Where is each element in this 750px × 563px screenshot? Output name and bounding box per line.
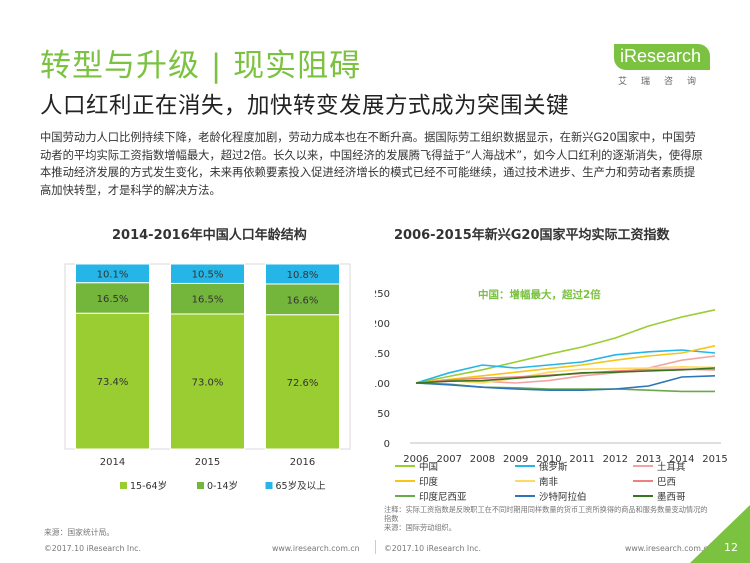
y-tick-label: 150 [375, 349, 390, 360]
bar-segment [265, 263, 340, 285]
legend-label: 土耳其 [657, 461, 686, 473]
age-structure-chart: 73.4% 16.5% 10.1% 2014 73.0% 16.5% 10.5% 2015 72… [64, 263, 351, 492]
x-tick-label: 2012 [603, 454, 628, 465]
footer-divider [375, 540, 376, 554]
x-tick-label: 2015 [702, 454, 727, 465]
legend-label: 印度 [419, 476, 439, 488]
legend-label: 巴西 [657, 477, 676, 488]
website-right: www.iresearch.com.cn [625, 544, 713, 553]
series-line [415, 349, 716, 384]
x-tick-label: 2015 [195, 457, 220, 468]
x-tick-label: 2014 [669, 454, 694, 465]
x-tick-label: 2008 [470, 454, 495, 465]
x-tick-label: 2010 [536, 454, 561, 465]
x-tick-label: 2009 [503, 454, 528, 465]
legend-label: 沙特阿拉伯 [539, 491, 587, 503]
copyright-right: ©2017.10 iResearch Inc. [384, 544, 481, 553]
x-tick-label: 2011 [569, 454, 594, 465]
legend-swatch [120, 482, 127, 489]
data-label: 10.8% [287, 270, 319, 281]
wage-index-chart: 0 50 100 150 200 250 2006 2007 2008 2009 2010 2011 2… [375, 288, 728, 503]
chart-annotation: 中国：增幅最大，超过2倍 [478, 288, 601, 301]
age-structure-chart-title: 2014-2016年中国人口年龄结构 [112, 228, 307, 243]
corner-decoration [690, 505, 750, 563]
bar-segment [170, 282, 245, 315]
copyright-left: ©2017.10 iResearch Inc. [44, 544, 141, 553]
legend-label: 0-14岁 [207, 480, 238, 492]
legend-label: 15-64岁 [130, 480, 167, 492]
page-subtitle: 人口红利正在消失，加快转变发展方式成为突围关键 [40, 93, 570, 119]
data-label: 10.1% [97, 269, 129, 280]
logo-wordmark: iResearch [614, 44, 710, 70]
bar-segment [265, 283, 340, 316]
data-label: 16.5% [97, 294, 129, 305]
legend-label: 65岁及以上 [276, 480, 327, 492]
data-label: 16.5% [192, 295, 224, 306]
series-line [415, 365, 716, 384]
series-line [415, 367, 716, 384]
y-tick-label: 250 [375, 289, 390, 300]
legend-label: 南非 [539, 476, 559, 488]
source-note-left: 来源：国家统计局。 [44, 528, 115, 537]
series-line [415, 375, 716, 392]
x-tick-label: 2014 [100, 457, 125, 468]
y-tick-label: 200 [375, 319, 390, 330]
iresearch-logo: iResearch 艾瑞咨询 [614, 44, 710, 87]
note-text: 注释：实际工资指数是反映职工在不同时期用同样数量的货币工资所换得的商品和服务数量… [384, 505, 708, 523]
logo-subtext: 艾瑞咨询 [618, 77, 711, 87]
x-tick-label: 2006 [403, 454, 428, 465]
chart-note: 注释：实际工资指数是反映职工在不同时期用同样数量的货币工资所换得的商品和服务数量… [384, 505, 714, 532]
legend-label: 中国 [419, 461, 438, 473]
bar-segment [75, 263, 150, 284]
legend-label: 墨西哥 [657, 492, 686, 503]
page-number: 12 [724, 541, 738, 554]
x-tick-label: 2007 [436, 454, 461, 465]
website-left: www.iresearch.com.cn [272, 544, 360, 553]
x-tick-label: 2013 [636, 454, 661, 465]
y-tick-label: 100 [375, 379, 390, 390]
x-tick-label: 2016 [290, 457, 315, 468]
series-line [415, 309, 716, 384]
legend-label: 俄罗斯 [539, 461, 568, 473]
source-note-right: 来源：国际劳动组织。 [384, 523, 456, 532]
data-label: 16.6% [287, 295, 319, 306]
legend-swatch [197, 482, 204, 489]
data-label: 73.0% [192, 377, 224, 388]
y-tick-label: 0 [384, 439, 390, 450]
y-tick-label: 50 [377, 409, 390, 420]
data-label: 10.5% [192, 270, 224, 281]
data-label: 72.6% [287, 378, 319, 389]
page-title: 转型与升级 | 现实阻碍 [40, 48, 362, 84]
intro-paragraph: 中国劳动力人口比例持续下降，老龄化程度加剧，劳动力成本也在不断升高。据国际劳工组… [40, 131, 703, 197]
legend-label: 印度尼西亚 [419, 491, 467, 503]
data-label: 73.4% [97, 377, 129, 388]
bar-segment [170, 263, 245, 284]
legend-swatch [265, 482, 273, 489]
wage-index-chart-title: 2006-2015年新兴G20国家平均实际工资指数 [394, 228, 670, 243]
series-line [415, 345, 716, 384]
bar-segment [265, 314, 340, 450]
